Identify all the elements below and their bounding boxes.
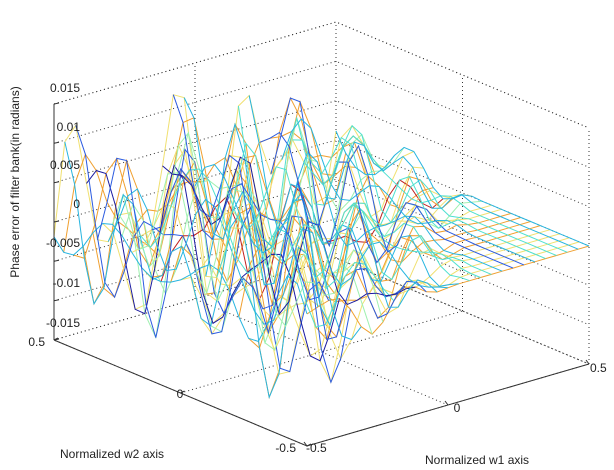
z-tick-mark <box>53 141 60 144</box>
x-tick-mark <box>303 441 308 447</box>
grid-line <box>53 60 590 168</box>
mesh-line <box>162 156 416 316</box>
mesh-line <box>86 164 340 362</box>
mesh-line <box>194 163 449 289</box>
mesh-line <box>227 166 481 279</box>
y-tick-mark <box>53 337 59 341</box>
mesh-line <box>75 125 330 373</box>
mesh-line <box>270 97 525 266</box>
z-tick-label: -0.015 <box>46 316 80 330</box>
x-tick-mark <box>444 400 449 406</box>
mesh-line <box>281 118 535 263</box>
mesh-line <box>53 222 308 342</box>
z-tick-label: 0 <box>73 197 80 211</box>
y-axis-label: Normalized w2 axis <box>60 447 164 461</box>
mesh-line <box>183 97 438 327</box>
y-tick-labels: 0.5 0 -0.5 <box>28 335 296 455</box>
mesh-line <box>216 142 470 282</box>
z-tick-mark <box>53 102 60 105</box>
z-tick-labels: 0.015 0.01 0.005 0 -0.005 -0.01 -0.015 <box>46 81 80 330</box>
x-tick-label: 0 <box>454 401 461 415</box>
mesh-line <box>287 237 570 384</box>
grid-line <box>53 21 590 129</box>
mesh-line <box>140 168 395 328</box>
x-tick-label: -0.5 <box>306 441 327 455</box>
grid-line <box>180 310 463 394</box>
mesh-line <box>237 105 492 290</box>
z-tick-mark <box>53 259 60 262</box>
x-axis-label: Normalized w1 axis <box>425 453 529 467</box>
mesh-line <box>205 122 459 287</box>
z-tick-label: 0.015 <box>50 81 80 95</box>
x-tick-label: 0.5 <box>590 361 607 375</box>
axes <box>53 102 590 447</box>
grid-line <box>53 100 590 208</box>
z-tick-label: 0.005 <box>50 158 80 172</box>
grid-line <box>53 218 590 326</box>
mesh-line <box>314 135 568 253</box>
x-tick-mark <box>585 359 590 365</box>
z-tick-mark <box>53 220 60 223</box>
y-tick-mark <box>306 443 312 447</box>
z-tick-mark <box>53 299 60 302</box>
y-tick-mark <box>180 390 185 394</box>
z-tick-label: -0.01 <box>53 276 81 290</box>
surface-mesh <box>53 94 590 400</box>
x-tick-labels: -0.5 0 0.5 <box>306 361 607 455</box>
grid-lines <box>53 21 590 447</box>
y-tick-label: -0.5 <box>275 441 296 455</box>
mesh-line <box>296 241 580 360</box>
z-tick-label: -0.005 <box>46 236 80 250</box>
mesh-line <box>335 130 590 247</box>
mesh-line <box>129 131 384 328</box>
z-tick-label: 0.01 <box>57 120 81 134</box>
y-tick-label: 0 <box>177 387 184 401</box>
grid-line <box>53 257 590 365</box>
z-axis-label: Phase error of filter bank(in radians) <box>8 86 22 277</box>
mesh-line <box>248 95 503 272</box>
y-tick-label: 0.5 <box>28 335 45 349</box>
grid-line <box>194 298 449 406</box>
mesh-line <box>292 136 546 260</box>
mesh-line <box>64 141 319 400</box>
z-tick-mark <box>53 181 60 184</box>
mesh-line <box>96 148 351 384</box>
grid-line <box>53 21 590 129</box>
mesh-line <box>303 124 557 256</box>
